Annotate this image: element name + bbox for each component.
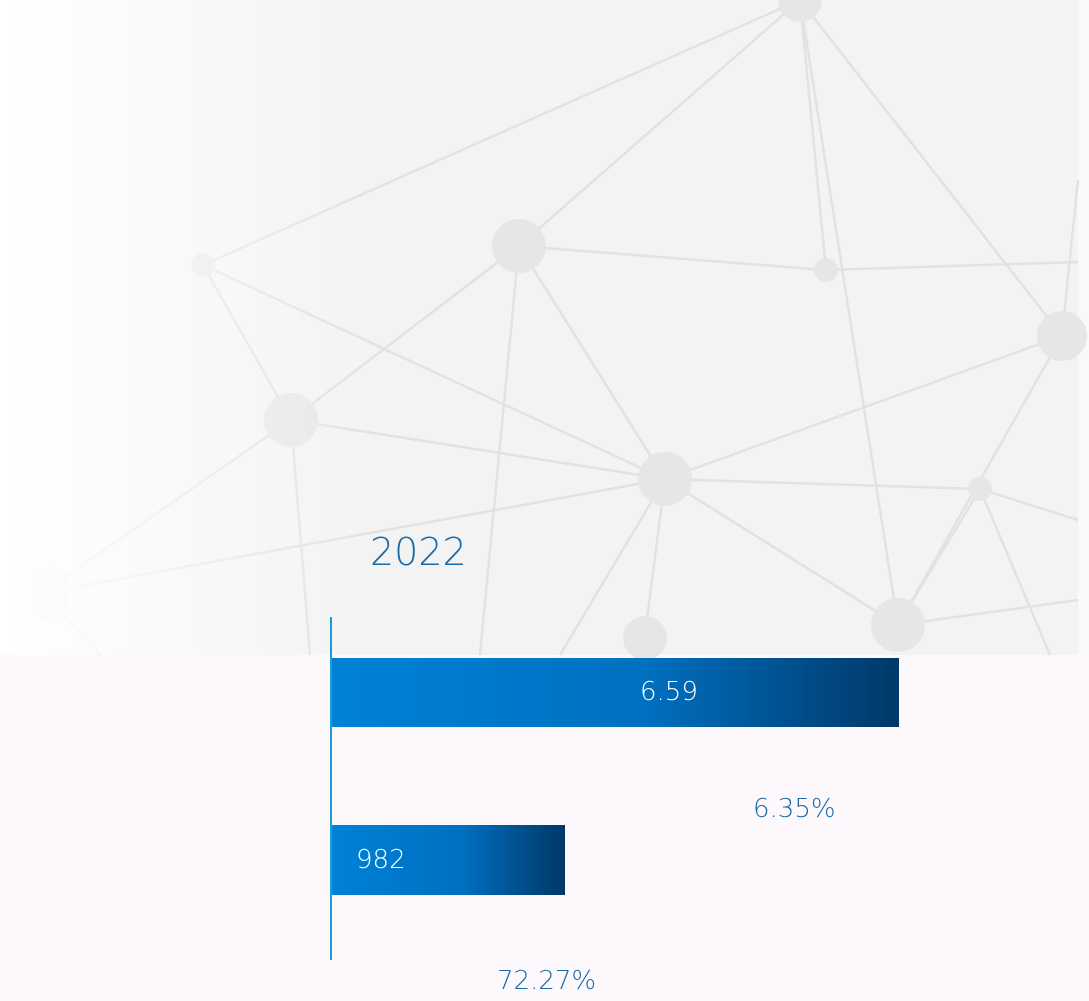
value-label: 6.59 (640, 677, 698, 707)
bar (332, 825, 565, 895)
network-background (0, 0, 1089, 660)
year-label: 2022 (370, 530, 467, 574)
bar (332, 658, 899, 727)
change-label: 6.35% (753, 794, 836, 824)
axis-line (330, 617, 332, 960)
value-label: 982 (356, 845, 406, 875)
change-label: 72.27% (497, 966, 597, 996)
